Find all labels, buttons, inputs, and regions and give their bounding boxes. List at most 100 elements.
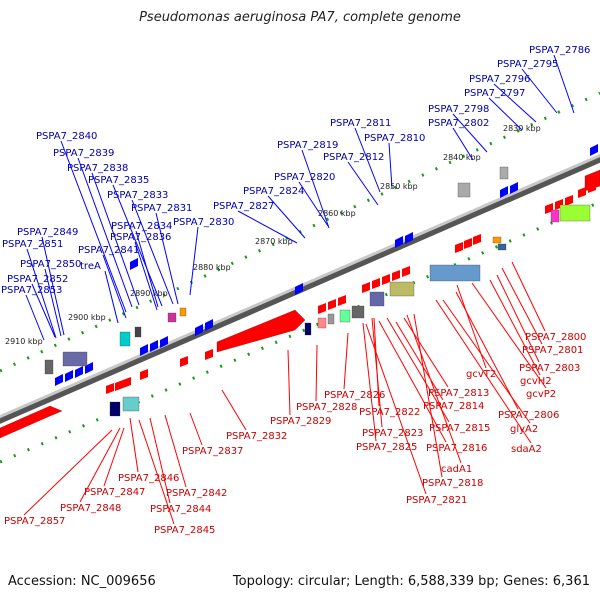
gene-label-forward: PSPA7_2847 xyxy=(84,487,145,498)
gene-label-reverse: PSPA7_2835 xyxy=(88,175,149,186)
feature-forward-arrow xyxy=(318,303,326,314)
genome-summary: Topology: circular; Length: 6,588,339 bp… xyxy=(232,574,590,589)
tick-label: 2880 kbp xyxy=(193,263,231,272)
feature-block xyxy=(179,307,187,317)
leader-line-forward xyxy=(386,317,450,423)
gene-label-forward: PSPA7_2832 xyxy=(226,431,287,442)
leader-line-forward xyxy=(455,291,519,410)
gene-label-forward: sdaA2 xyxy=(511,444,542,455)
feature-forward-arrow xyxy=(328,299,336,310)
feature-block xyxy=(559,204,591,222)
feature-forward-arrow xyxy=(372,278,380,289)
tick-label: 2900 kbp xyxy=(68,313,106,322)
leader-line-forward xyxy=(435,299,532,444)
gene-label-reverse: PSPA7_2811 xyxy=(330,118,391,129)
leader-line-forward xyxy=(413,313,443,478)
leader-line-forward xyxy=(378,320,447,443)
gene-label-forward: PSPA7_2816 xyxy=(426,443,487,454)
tick-label: 2850 kbp xyxy=(380,182,418,191)
leader-line-forward xyxy=(129,417,139,473)
feature-forward-arrow xyxy=(180,356,188,367)
leader-line-reverse xyxy=(347,161,379,206)
feature-forward-arrow xyxy=(565,195,573,206)
feature-forward-arrow xyxy=(464,238,472,249)
feature-reverse-arrow xyxy=(65,370,73,382)
leader-line-reverse xyxy=(112,184,163,307)
leader-line-reverse xyxy=(452,113,488,153)
leader-line-reverse xyxy=(60,140,127,313)
feature-block xyxy=(389,281,415,297)
leader-line-reverse xyxy=(388,142,393,189)
feature-large-forward-left xyxy=(0,405,63,439)
gene-label-reverse: PSPA7_2831 xyxy=(131,203,192,214)
gene-label-reverse: PSPA7_2796 xyxy=(469,74,530,85)
leader-line-reverse xyxy=(31,283,56,338)
feature-block xyxy=(497,243,507,251)
feature-block xyxy=(351,305,365,319)
feature-block xyxy=(304,322,312,336)
feature-reverse-arrow xyxy=(500,186,508,198)
gene-label-reverse: PSPA7_2810 xyxy=(364,133,425,144)
gene-label-forward: PSPA7_2825 xyxy=(356,442,417,453)
feature-reverse-arrow xyxy=(75,366,83,378)
gene-label-reverse: PSPA7_2849 xyxy=(17,227,78,238)
leader-line-reverse xyxy=(41,236,65,336)
feature-forward-arrow xyxy=(392,270,400,281)
feature-forward-arrow xyxy=(115,380,123,391)
leader-line-forward xyxy=(287,349,291,416)
leader-line-forward xyxy=(395,321,444,401)
accession-label: Accession: NC_009656 xyxy=(8,574,156,589)
feature-forward-arrow xyxy=(123,377,131,388)
feature-forward-arrow xyxy=(338,295,346,306)
feature-block xyxy=(499,166,509,180)
gene-label-forward: PSPA7_2837 xyxy=(182,446,243,457)
feature-reverse-arrow xyxy=(130,258,138,270)
feature-reverse-arrow xyxy=(395,236,403,248)
gene-label-reverse: PSPA7_2836 xyxy=(110,232,171,243)
leader-line-forward xyxy=(315,344,318,402)
feature-block xyxy=(457,182,471,198)
gene-label-forward: PSPA7_2800 xyxy=(525,332,586,343)
leader-line-reverse xyxy=(237,210,298,244)
leader-line-reverse xyxy=(104,270,119,324)
tick-label: 2890 kbp xyxy=(130,289,168,298)
feature-reverse-arrow xyxy=(160,336,168,348)
gene-label-forward: PSPA7_2857 xyxy=(4,516,65,527)
leader-line-forward xyxy=(501,267,543,345)
feature-reverse-arrow xyxy=(405,232,413,244)
gene-label-forward: PSPA7_2828 xyxy=(296,402,357,413)
gene-label-reverse: PSPA7_2797 xyxy=(464,88,525,99)
feature-block xyxy=(62,351,88,367)
gene-label-reverse: PSPA7_2819 xyxy=(277,140,338,151)
gene-label-forward: PSPA7_2829 xyxy=(270,416,331,427)
leader-line-forward xyxy=(189,412,203,446)
leader-line-reverse xyxy=(26,248,57,339)
gene-label-reverse: PSPA7_2852 xyxy=(7,274,68,285)
leader-line-forward xyxy=(149,417,171,504)
leader-line-reverse xyxy=(301,149,330,229)
leader-line-reverse xyxy=(267,195,306,239)
leader-line-reverse xyxy=(77,157,133,308)
leader-line-reverse xyxy=(134,241,158,311)
gene-label-forward: gcvT2 xyxy=(466,369,496,380)
gene-label-reverse: PSPA7_2812 xyxy=(323,152,384,163)
gene-label-forward: PSPA7_2845 xyxy=(154,525,215,536)
feature-forward-arrow xyxy=(106,383,114,394)
feature-forward-arrow xyxy=(402,266,410,277)
leader-line-reverse xyxy=(44,268,62,337)
leader-line-reverse xyxy=(488,97,523,131)
tick-label: 2910 kbp xyxy=(5,337,43,346)
gene-label-forward: PSPA7_2823 xyxy=(362,428,423,439)
feature-block xyxy=(134,326,142,338)
gene-label-forward: gcvP2 xyxy=(526,389,556,400)
feature-block xyxy=(550,209,560,223)
gene-label-forward: PSPA7_2848 xyxy=(60,503,121,514)
leader-line-reverse xyxy=(354,127,381,193)
leader-line-forward xyxy=(23,429,113,516)
feature-forward-arrow xyxy=(382,274,390,285)
gene-label-forward: gcvH2 xyxy=(520,376,552,387)
leader-line-forward xyxy=(471,282,547,389)
gene-label-reverse: treA xyxy=(80,261,101,272)
leader-line-forward xyxy=(442,299,531,424)
